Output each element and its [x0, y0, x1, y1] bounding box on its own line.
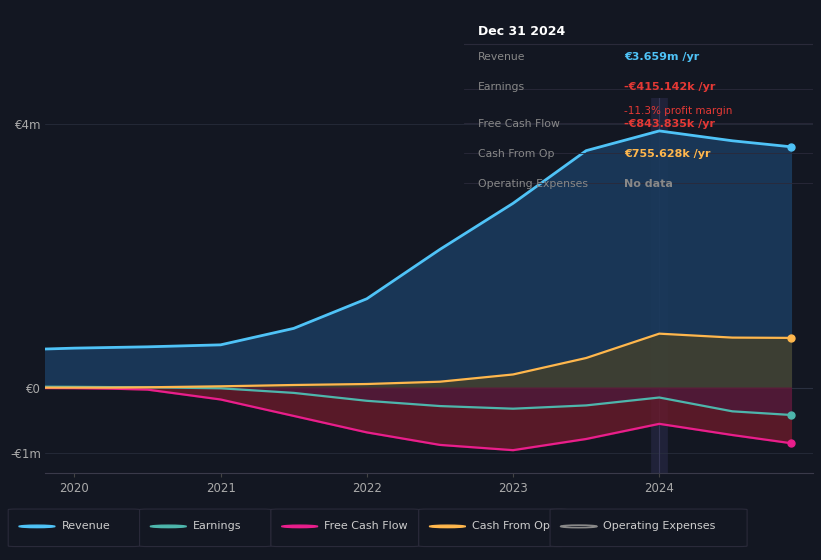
Circle shape	[150, 525, 186, 528]
Text: €3.659m /yr: €3.659m /yr	[624, 52, 699, 62]
Text: Earnings: Earnings	[478, 82, 525, 91]
Text: Dec 31 2024: Dec 31 2024	[478, 25, 565, 38]
Circle shape	[19, 525, 55, 528]
Text: Cash From Op: Cash From Op	[472, 521, 550, 531]
FancyBboxPatch shape	[140, 509, 271, 547]
Circle shape	[429, 525, 466, 528]
Text: Operating Expenses: Operating Expenses	[478, 179, 588, 189]
Text: Operating Expenses: Operating Expenses	[603, 521, 716, 531]
Text: -€843.835k /yr: -€843.835k /yr	[624, 119, 715, 129]
FancyBboxPatch shape	[8, 509, 140, 547]
Text: Revenue: Revenue	[478, 52, 525, 62]
Text: -€415.142k /yr: -€415.142k /yr	[624, 82, 716, 91]
Text: Free Cash Flow: Free Cash Flow	[324, 521, 408, 531]
Text: -11.3% profit margin: -11.3% profit margin	[624, 106, 733, 116]
Circle shape	[282, 525, 318, 528]
FancyBboxPatch shape	[419, 509, 566, 547]
FancyBboxPatch shape	[550, 509, 747, 547]
FancyBboxPatch shape	[271, 509, 419, 547]
Text: Free Cash Flow: Free Cash Flow	[478, 119, 560, 129]
Text: Cash From Op: Cash From Op	[478, 149, 554, 159]
Text: No data: No data	[624, 179, 673, 189]
Text: Revenue: Revenue	[62, 521, 110, 531]
Text: Earnings: Earnings	[193, 521, 241, 531]
Text: €755.628k /yr: €755.628k /yr	[624, 149, 711, 159]
